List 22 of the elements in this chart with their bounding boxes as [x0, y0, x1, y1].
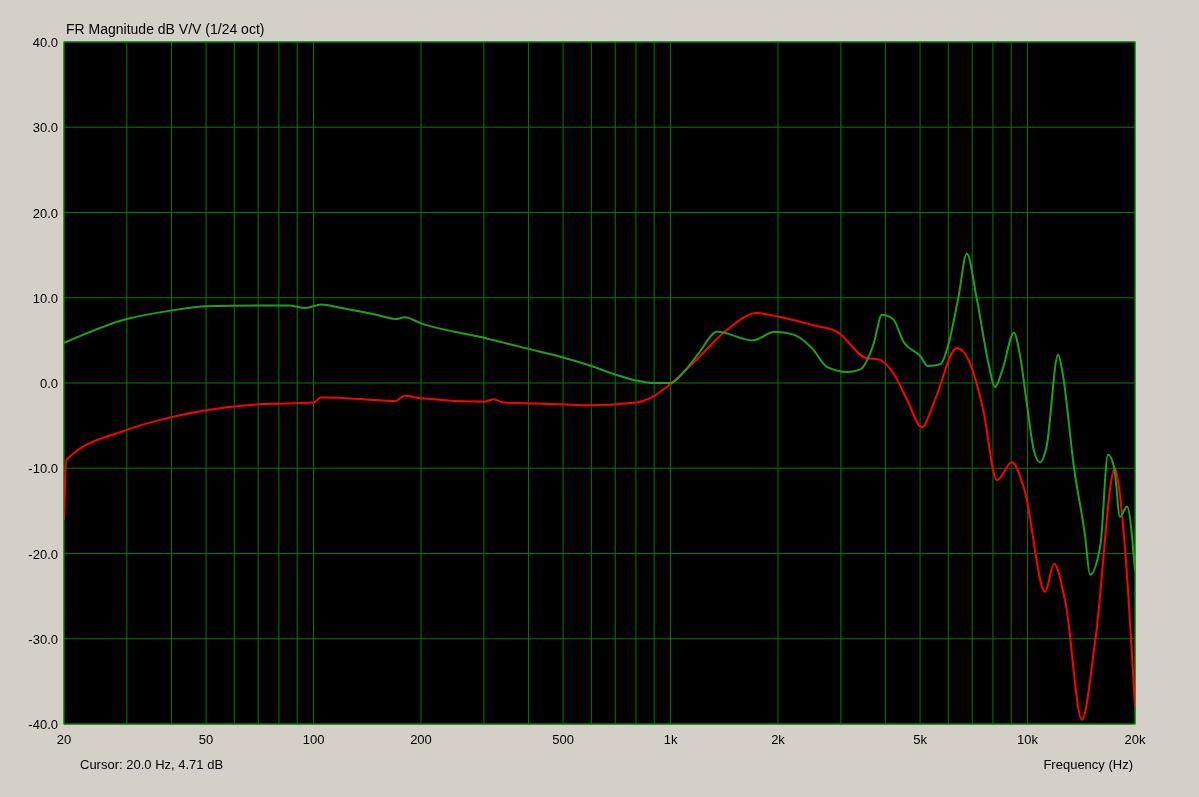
y-tick-label: 0.0	[39, 376, 58, 391]
y-tick-label: -20.0	[28, 546, 58, 562]
x-tick-label: 10k	[1017, 732, 1039, 747]
y-tick-label: -30.0	[28, 631, 58, 647]
x-tick-label: 20k	[1124, 732, 1146, 747]
y-tick-label: -10.0	[28, 461, 58, 477]
x-tick-label: 5k	[913, 732, 928, 747]
x-tick-label: 20	[56, 732, 72, 747]
x-tick-label: 2k	[771, 732, 786, 747]
chart-title: FR Magnitude dB V/V (1/24 oct)	[66, 21, 265, 37]
x-tick-label: 100	[302, 732, 325, 747]
y-tick-label: 20.0	[32, 205, 58, 221]
y-tick-label: -40.0	[28, 717, 58, 732]
y-tick-label: 10.0	[32, 290, 58, 306]
y-tick-label: 40.0	[32, 35, 58, 50]
x-axis-title: Frequency (Hz)	[1043, 757, 1133, 772]
x-tick-label: 50	[198, 732, 214, 747]
x-tick-label: 500	[552, 732, 574, 747]
text: Cursor: 20.0 Hz, 4.71 dB	[80, 757, 224, 772]
x-tick-label: 200	[410, 732, 432, 747]
y-tick-label: 30.0	[32, 120, 58, 136]
x-tick-label: 1k	[663, 732, 678, 747]
